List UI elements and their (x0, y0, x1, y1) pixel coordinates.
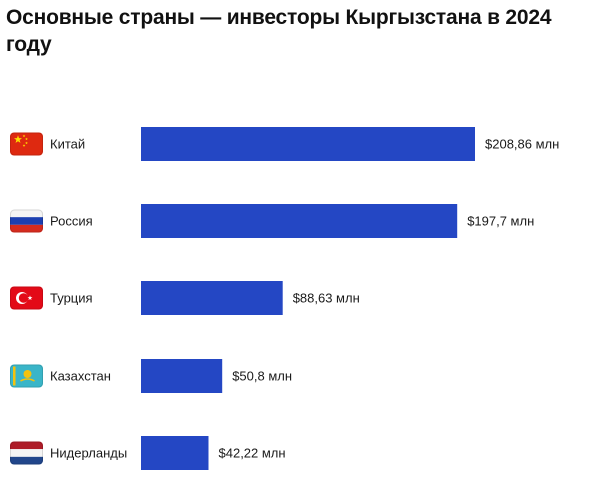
category-label: Казахстан (50, 369, 111, 384)
value-label: $197,7 млн (467, 214, 534, 229)
bar (141, 281, 283, 315)
china-flag-icon (10, 132, 43, 156)
bar-row: Нидерланды $42,22 млн (10, 436, 286, 470)
russia-flag-icon (10, 209, 43, 233)
value-label: $88,63 млн (293, 291, 360, 306)
bar-row: Китай $208,86 млн (10, 127, 559, 161)
kazakhstan-flag-icon (10, 364, 43, 388)
bar (141, 127, 475, 161)
value-label: $42,22 млн (219, 446, 286, 461)
bar (141, 204, 458, 238)
value-label: $50,8 млн (232, 369, 292, 384)
category-label: Китай (50, 137, 85, 152)
chart-title: Основные страны — инвесторы Кыргызстана … (6, 6, 552, 56)
bar (141, 359, 223, 393)
category-label: Нидерланды (50, 446, 127, 461)
bar-row: Казахстан $50,8 млн (10, 359, 292, 393)
category-label: Турция (50, 291, 93, 306)
value-label: $208,86 млн (485, 137, 559, 152)
category-label: Россия (50, 214, 93, 229)
turkey-flag-icon (10, 286, 43, 310)
netherlands-flag-icon (10, 441, 43, 465)
bar (141, 436, 209, 470)
bar-row: Россия $197,7 млн (10, 204, 534, 238)
bar-row: Турция $88,63 млн (10, 281, 360, 315)
